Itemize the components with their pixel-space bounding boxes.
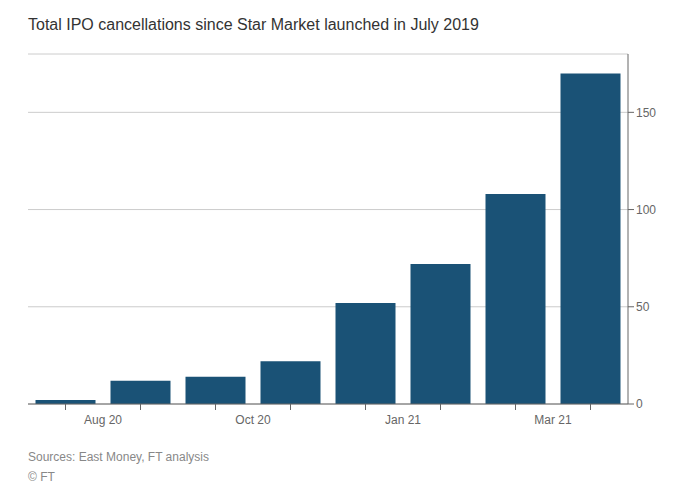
svg-text:Aug 20: Aug 20 (84, 413, 122, 427)
svg-text:150: 150 (636, 106, 656, 120)
svg-text:Mar 21: Mar 21 (534, 413, 572, 427)
svg-text:50: 50 (636, 300, 650, 314)
svg-text:Jan 21: Jan 21 (385, 413, 421, 427)
svg-text:Oct 20: Oct 20 (235, 413, 271, 427)
svg-text:0: 0 (636, 397, 643, 411)
svg-text:100: 100 (636, 203, 656, 217)
html-text:© FT: © FT (28, 470, 55, 484)
html-text:Sources: East Money, FT analys: Sources: East Money, FT analysis (28, 450, 209, 464)
html-text:Total IPO cancellations since: Total IPO cancellations since Star Marke… (28, 16, 479, 33)
